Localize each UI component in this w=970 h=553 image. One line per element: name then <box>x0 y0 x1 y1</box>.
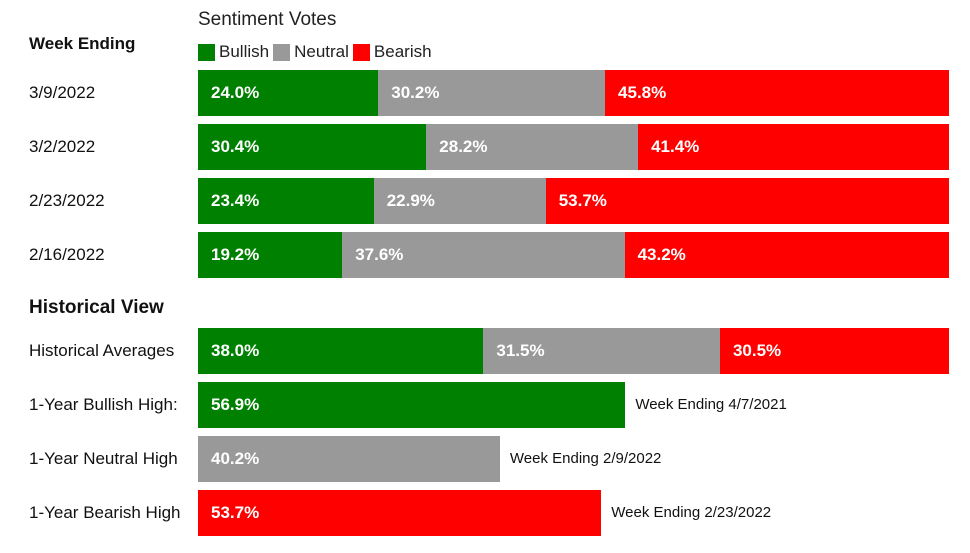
week-label: 3/9/2022 <box>29 83 96 102</box>
week-3-bullish-segment: 19.2% <box>198 232 343 278</box>
week-3-bar: 19.2% 37.6% 43.2% <box>198 232 949 278</box>
historical-averages-bearish-segment: 30.5% <box>719 328 949 374</box>
week-3-neutral-segment: 37.6% <box>342 232 625 278</box>
week-ending-heading: Week Ending <box>29 34 136 53</box>
week-0-neutral-segment: 30.2% <box>378 70 606 116</box>
historical-view-heading: Historical View <box>29 297 164 318</box>
legend-label-bearish: Bearish <box>373 42 432 61</box>
week-2-bullish-segment: 23.4% <box>198 178 374 224</box>
historical-high-neutral-bar: 40.2% <box>198 436 500 482</box>
legend-item-neutral: Neutral <box>273 42 349 62</box>
week-2-neutral-segment: 22.9% <box>373 178 546 224</box>
historical-high-neutral-note: Week Ending 2/9/2022 <box>509 450 662 467</box>
legend-label-bullish: Bullish <box>219 42 270 61</box>
week-1-bullish-segment: 30.4% <box>198 124 427 170</box>
historical-averages-neutral-segment: 31.5% <box>483 328 720 374</box>
week-0-bar: 24.0% 30.2% 45.8% <box>198 70 949 116</box>
week-label: 2/23/2022 <box>29 191 105 210</box>
historical-high-bearish-bar: 53.7% <box>198 490 602 536</box>
historical-high-bullish-note: Week Ending 4/7/2021 <box>635 396 787 413</box>
historical-label: 1-Year Bullish High: <box>29 395 178 414</box>
week-2-bearish-segment: 53.7% <box>545 178 949 224</box>
legend: Bullish Neutral Bearish <box>198 42 436 62</box>
historical-label: 1-Year Neutral High <box>29 449 178 468</box>
historical-high-bullish-bar: 56.9% <box>198 382 626 428</box>
week-1-neutral-segment: 28.2% <box>426 124 639 170</box>
historical-high-bearish-note: Week Ending 2/23/2022 <box>611 504 772 521</box>
legend-item-bullish: Bullish <box>198 42 269 62</box>
historical-averages-bar: 38.0% 31.5% 30.5% <box>198 328 949 374</box>
legend-item-bearish: Bearish <box>352 42 432 62</box>
legend-swatch-bullish <box>198 43 215 61</box>
historical-label: Historical Averages <box>29 341 175 360</box>
legend-swatch-bearish <box>352 43 370 61</box>
week-2-bar: 23.4% 22.9% 53.7% <box>198 178 949 224</box>
week-3-bearish-segment: 43.2% <box>624 232 949 278</box>
week-label: 2/16/2022 <box>29 245 105 264</box>
legend-swatch-neutral <box>273 43 291 61</box>
week-0-bullish-segment: 24.0% <box>198 70 379 116</box>
chart-title: Sentiment Votes <box>198 9 337 30</box>
week-0-bearish-segment: 45.8% <box>605 70 949 116</box>
legend-label-neutral: Neutral <box>294 42 349 61</box>
historical-label: 1-Year Bearish High <box>29 503 181 522</box>
week-1-bar: 30.4% 28.2% 41.4% <box>198 124 949 170</box>
historical-averages-bullish-segment: 38.0% <box>198 328 484 374</box>
week-label: 3/2/2022 <box>29 137 96 156</box>
week-1-bearish-segment: 41.4% <box>638 124 949 170</box>
